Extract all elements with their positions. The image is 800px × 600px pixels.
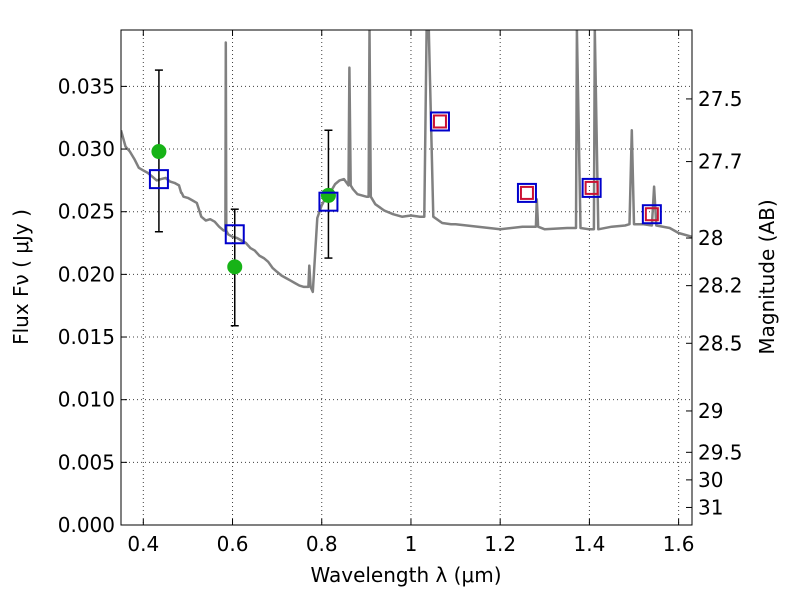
y-tick-label: 0.025 — [58, 200, 115, 224]
x-axis-ticks: 0.4 0.6 0.8 1 1.2 1.4 1.6 — [127, 30, 695, 556]
x-tick-label: 0.6 — [217, 532, 249, 556]
y-tick-label: 0.015 — [58, 325, 115, 349]
y2-tick-label: 30 — [698, 468, 723, 492]
y-axis-label: Flux Fν ( μJy ) — [9, 209, 33, 345]
x-tick-label: 0.8 — [306, 532, 338, 556]
x-tick-label: 1.2 — [484, 532, 516, 556]
y-tick-label: 0.000 — [58, 513, 115, 537]
y2-tick-label: 27.7 — [698, 150, 743, 174]
model-point — [148, 169, 169, 190]
model-point — [581, 177, 602, 198]
markers — [148, 69, 662, 327]
observed-point — [320, 187, 336, 203]
model-point — [318, 191, 339, 212]
y2-tick-label: 29.5 — [698, 440, 743, 464]
x-tick-label: 0.4 — [127, 532, 159, 556]
x-tick-label: 1.6 — [663, 532, 695, 556]
y2-tick-label: 31 — [698, 495, 723, 519]
model-point — [224, 224, 245, 245]
y2-tick-label: 28.5 — [698, 331, 743, 355]
y-tick-label: 0.010 — [58, 388, 115, 412]
y-tick-label: 0.035 — [58, 74, 115, 98]
y-tick-label: 0.020 — [58, 262, 115, 286]
grid-lines — [121, 30, 692, 526]
y2-tick-label: 28.2 — [698, 274, 743, 298]
model-point — [429, 111, 450, 132]
y2-tick-label: 29 — [698, 399, 723, 423]
y2-axis-label: Magnitude (AB) — [755, 199, 779, 354]
sed-model-line — [121, 30, 692, 294]
model-point — [641, 204, 662, 225]
y-tick-label: 0.005 — [58, 450, 115, 474]
observed-point — [227, 259, 243, 275]
y-axis-ticks: 0.000 0.005 0.010 0.015 0.020 0.025 0.030 0.035 — [58, 74, 127, 537]
predicted-point — [644, 207, 659, 222]
y2-tick-label: 28 — [698, 226, 723, 250]
y2-axis-ticks: 27.5 27.7 28 28.2 28.5 29 29.5 30 31 — [686, 87, 743, 519]
predicted-point — [432, 114, 447, 129]
observed-point — [151, 144, 167, 160]
x-axis-label: Wavelength λ (μm) — [310, 563, 501, 587]
x-tick-label: 1.4 — [573, 532, 605, 556]
plot-area — [121, 30, 692, 294]
y-tick-label: 0.030 — [58, 137, 115, 161]
y2-tick-label: 27.5 — [698, 87, 743, 111]
model-point — [516, 182, 537, 203]
predicted-point — [584, 180, 599, 195]
plot-frame — [120, 29, 693, 526]
x-tick-label: 1 — [405, 532, 418, 556]
predicted-point — [519, 185, 534, 200]
